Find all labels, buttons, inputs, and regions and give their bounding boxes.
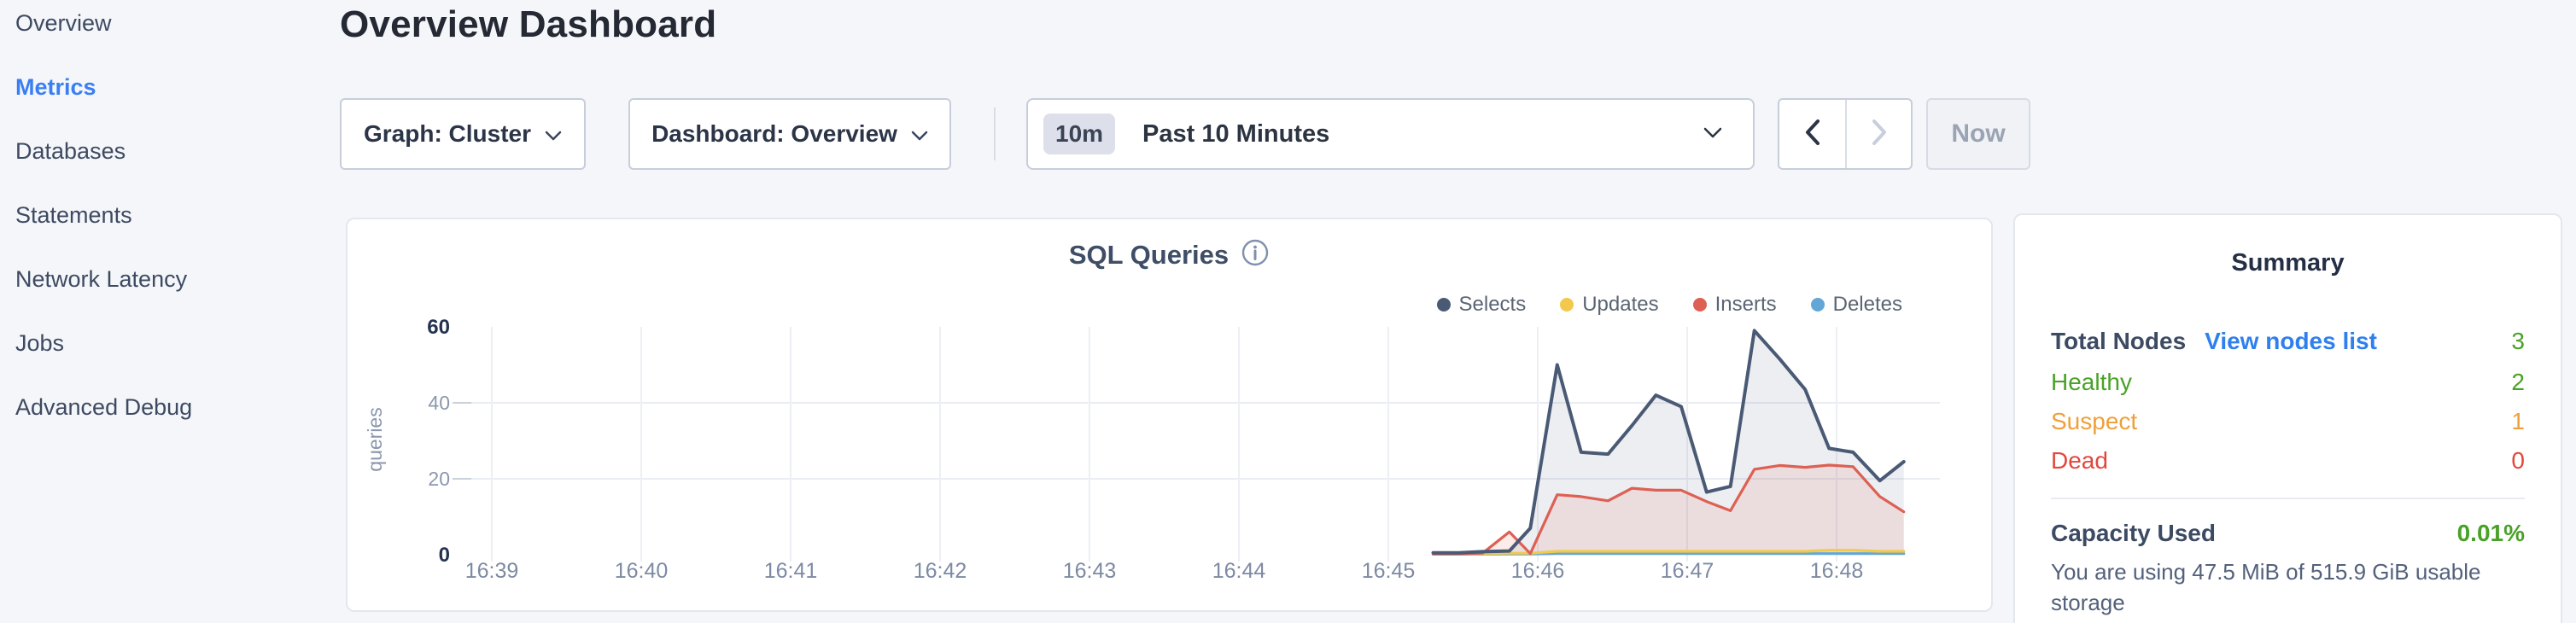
total-nodes-label: Total Nodes — [2051, 328, 2187, 354]
chevron-down-icon — [911, 120, 928, 148]
chart-legend: Selects Updates Inserts Deletes — [1436, 293, 1902, 317]
svg-text:queries: queries — [364, 407, 386, 471]
deletes-legend-dot — [1810, 298, 1825, 312]
healthy-value: 2 — [2511, 369, 2525, 395]
chevron-left-icon — [1803, 118, 1822, 151]
legend-label: Selects — [1458, 293, 1527, 316]
sidebar: Overview Metrics Databases Statements Ne… — [0, 0, 338, 623]
sidebar-item-advanced-debug[interactable]: Advanced Debug — [15, 394, 193, 420]
svg-text:16:45: 16:45 — [1362, 559, 1416, 583]
time-step-buttons — [1778, 98, 1913, 170]
capacity-used-label: Capacity Used — [2051, 520, 2216, 546]
summary-title: Summary — [2231, 249, 2345, 277]
dashboard-dropdown[interactable]: Dashboard: Overview — [628, 98, 951, 170]
legend-label: Inserts — [1714, 293, 1777, 316]
time-range-selector[interactable]: 10m Past 10 Minutes — [1026, 98, 1755, 170]
chevron-down-icon — [1703, 127, 1722, 143]
suspect-label: Suspect — [2051, 408, 2138, 434]
dead-nodes-row: Dead 0 — [2051, 447, 2525, 475]
svg-text:16:39: 16:39 — [465, 559, 519, 583]
svg-text:16:44: 16:44 — [1212, 559, 1266, 583]
sidebar-item-databases[interactable]: Databases — [15, 138, 126, 164]
updates-legend-dot — [1560, 298, 1574, 312]
legend-item-inserts[interactable]: Inserts — [1692, 293, 1777, 317]
view-nodes-list-link[interactable]: View nodes list — [2205, 328, 2377, 354]
sidebar-item-overview[interactable]: Overview — [15, 10, 112, 36]
graph-dropdown[interactable]: Graph: Cluster — [340, 98, 586, 170]
svg-text:16:42: 16:42 — [914, 559, 967, 583]
summary-panel: Summary Total Nodes View nodes list 3 He… — [2013, 213, 2562, 623]
dead-value: 0 — [2511, 447, 2525, 474]
graph-dropdown-label: Graph: Cluster — [363, 120, 532, 147]
svg-text:0: 0 — [439, 544, 450, 567]
svg-text:16:40: 16:40 — [615, 559, 669, 583]
legend-label: Updates — [1582, 293, 1659, 316]
svg-text:16:48: 16:48 — [1810, 559, 1864, 583]
info-icon[interactable] — [1241, 238, 1270, 271]
legend-item-selects[interactable]: Selects — [1436, 293, 1527, 317]
selects-legend-dot — [1436, 298, 1451, 312]
svg-text:20: 20 — [428, 468, 450, 490]
legend-item-updates[interactable]: Updates — [1560, 293, 1659, 317]
inserts-legend-dot — [1692, 298, 1707, 312]
suspect-nodes-row: Suspect 1 — [2051, 408, 2525, 435]
sql-queries-chart-card: SQL Queries Selects Updates Inserts Dele… — [346, 218, 1993, 612]
dashboard-dropdown-label: Dashboard: Overview — [651, 120, 897, 147]
svg-text:16:43: 16:43 — [1063, 559, 1117, 583]
total-nodes-row: Total Nodes View nodes list 3 — [2051, 328, 2525, 355]
sidebar-item-statements[interactable]: Statements — [15, 202, 132, 228]
capacity-used-value: 0.01% — [2456, 520, 2525, 546]
toolbar-divider — [994, 108, 996, 160]
next-time-button[interactable] — [1845, 100, 1911, 168]
capacity-description-line1: You are using 47.5 MiB of 515.9 GiB usab… — [2051, 559, 2481, 615]
chevron-right-icon — [1870, 118, 1889, 151]
sql-queries-plot[interactable]: 16:39 16:40 16:41 16:42 16:43 16:44 16:45 16:46… — [348, 219, 1995, 614]
suspect-value: 1 — [2511, 408, 2525, 434]
capacity-description: You are using 47.5 MiB of 515.9 GiB usab… — [2051, 556, 2528, 623]
sidebar-item-metrics[interactable]: Metrics — [15, 74, 96, 100]
capacity-description-line2: capacity across all nodes. — [2051, 618, 2528, 623]
time-range-label: Past 10 Minutes — [1142, 119, 1330, 148]
sidebar-item-network-latency[interactable]: Network Latency — [15, 266, 188, 292]
toolbar: Graph: Cluster Dashboard: Overview 10m P… — [340, 98, 2030, 170]
capacity-used-row: Capacity Used 0.01% — [2051, 520, 2525, 547]
legend-label: Deletes — [1832, 293, 1902, 316]
previous-time-button[interactable] — [1779, 100, 1845, 168]
chart-title: SQL Queries — [1068, 239, 1230, 270]
now-button[interactable]: Now — [1926, 98, 2030, 170]
dead-label: Dead — [2051, 447, 2108, 474]
svg-text:40: 40 — [428, 392, 450, 414]
svg-text:16:47: 16:47 — [1661, 559, 1714, 583]
summary-divider — [2051, 498, 2525, 499]
sidebar-item-jobs[interactable]: Jobs — [15, 330, 65, 356]
svg-text:16:41: 16:41 — [764, 559, 818, 583]
legend-item-deletes[interactable]: Deletes — [1810, 293, 1902, 317]
total-nodes-value: 3 — [2511, 328, 2525, 354]
healthy-nodes-row: Healthy 2 — [2051, 369, 2525, 396]
time-range-badge: 10m — [1043, 114, 1116, 154]
svg-text:60: 60 — [427, 316, 450, 339]
healthy-label: Healthy — [2051, 369, 2132, 395]
page-title: Overview Dashboard — [340, 3, 717, 45]
chevron-down-icon — [545, 120, 562, 148]
svg-text:16:46: 16:46 — [1511, 559, 1565, 583]
